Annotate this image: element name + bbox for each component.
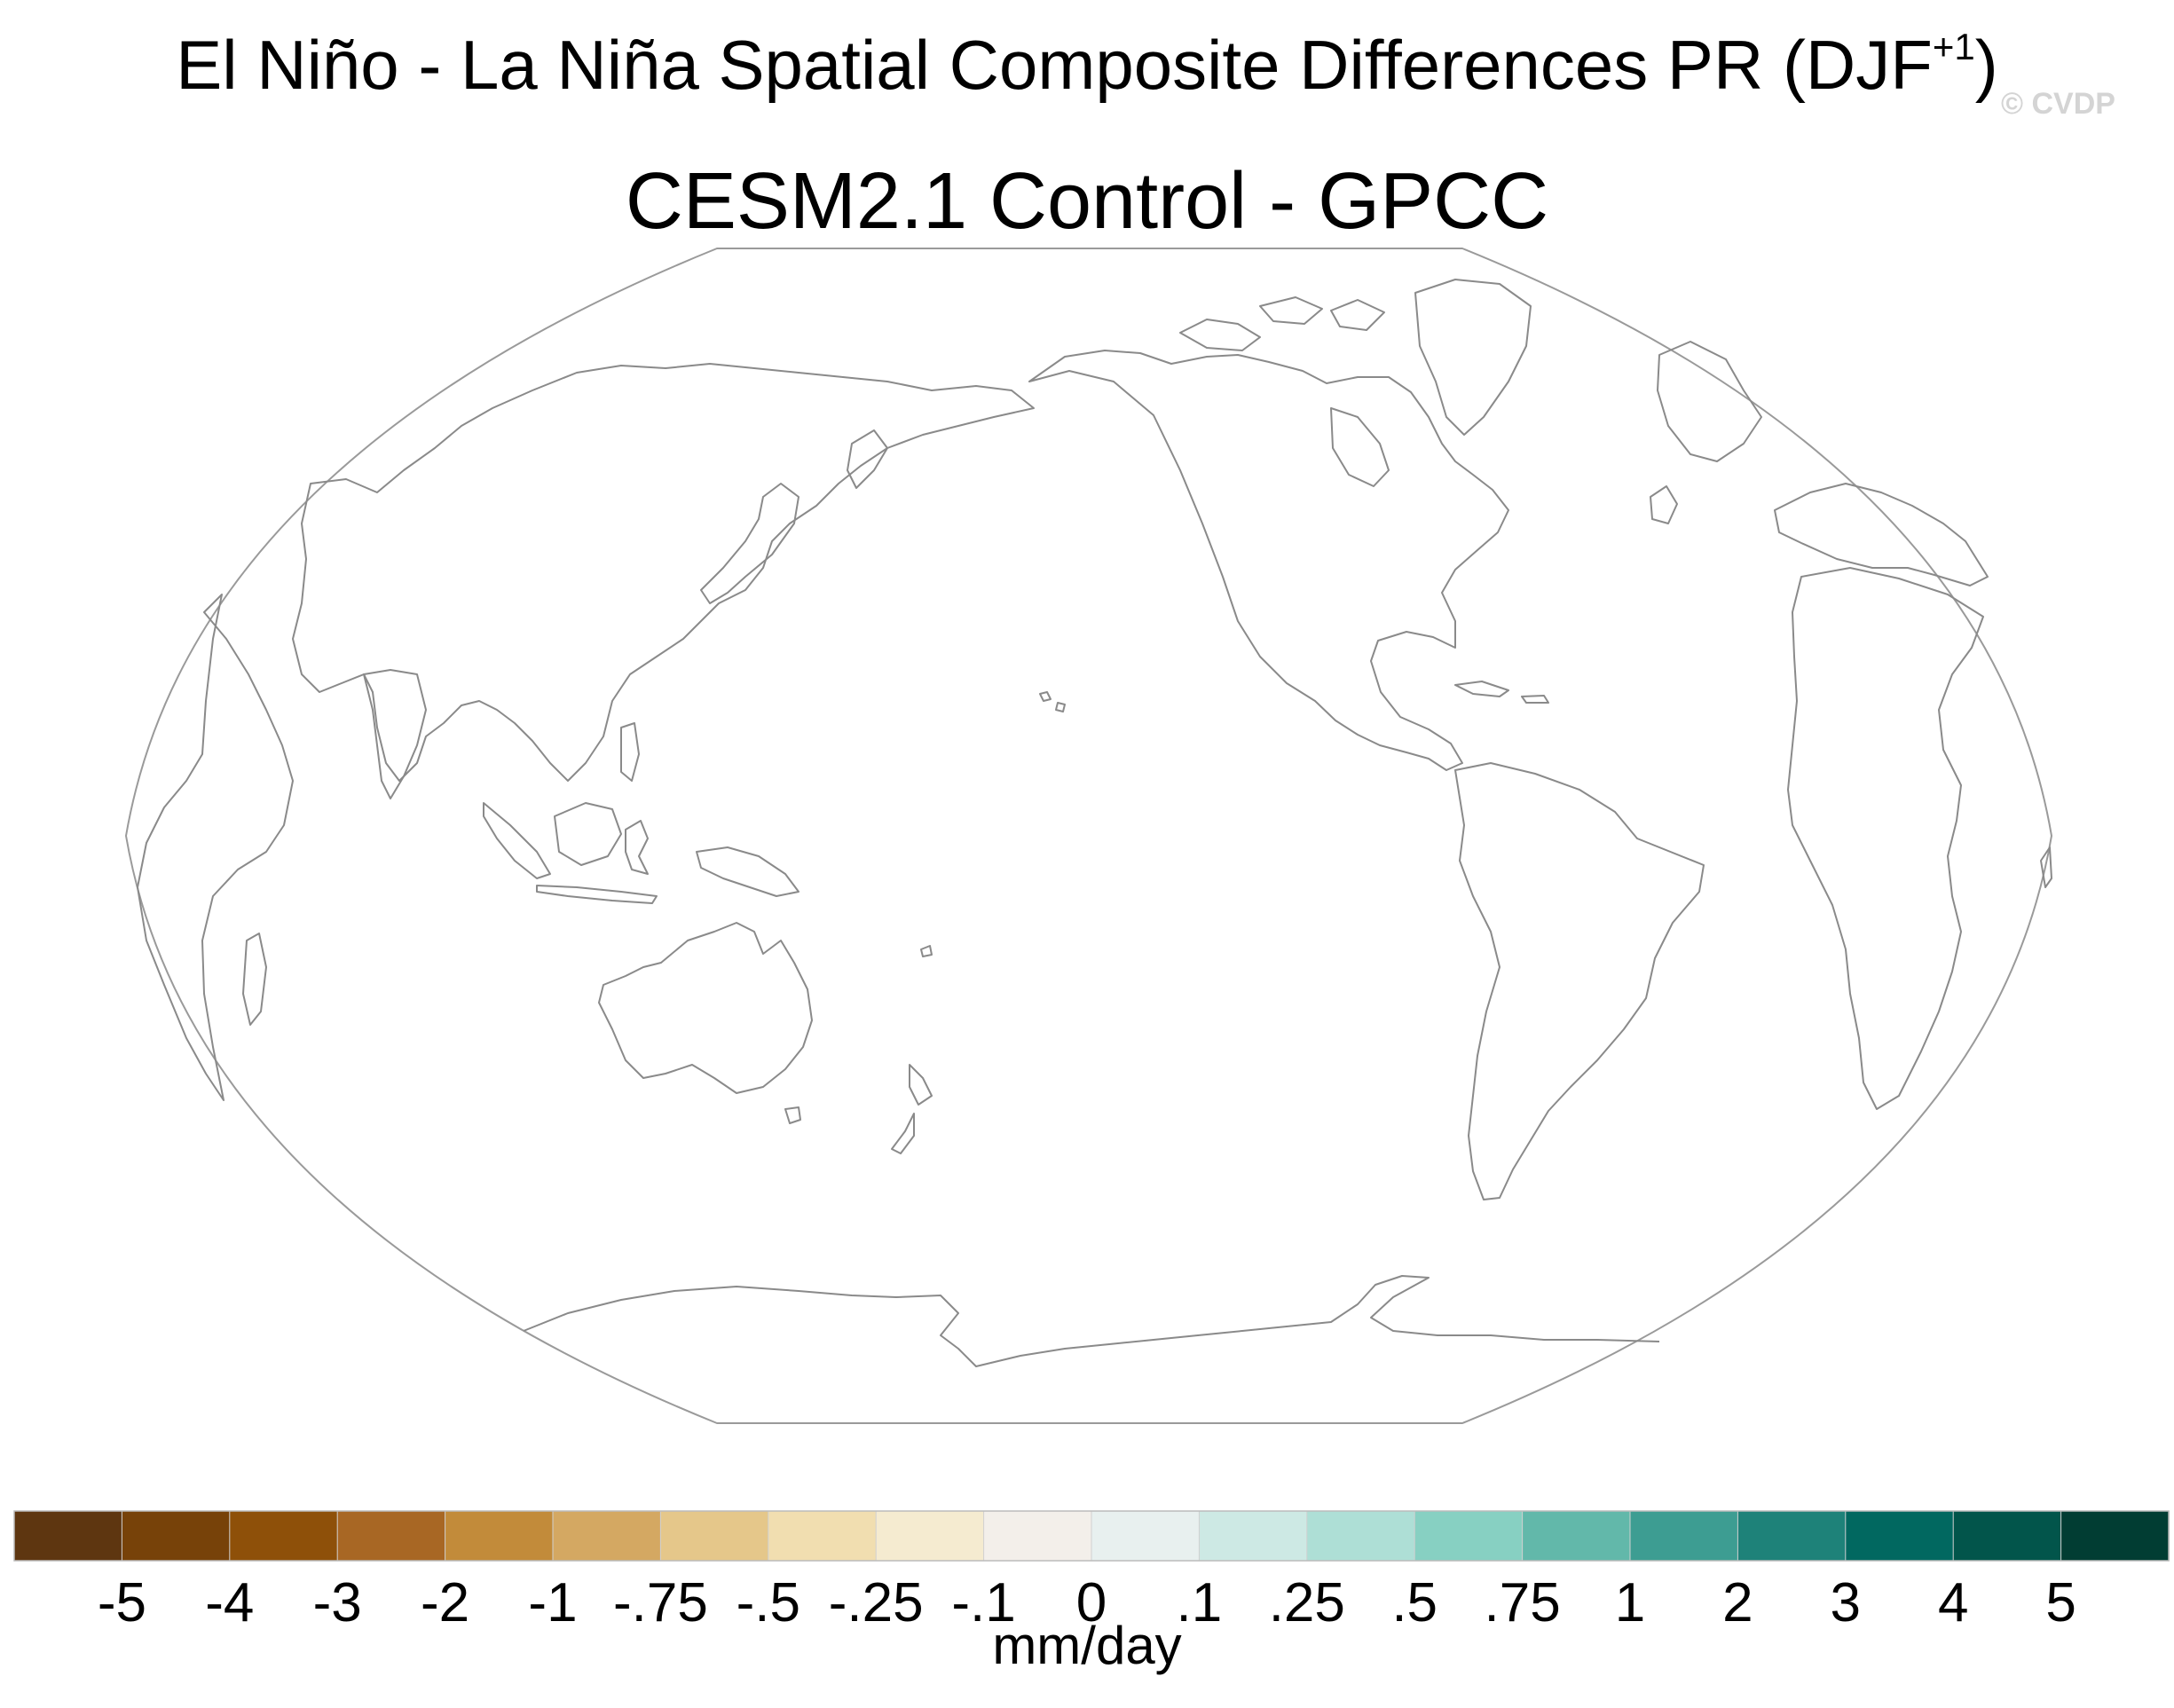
coastline-uk — [1650, 485, 1678, 524]
plot-title-text: El Niño - La Niña Spatial Composite Diff… — [176, 26, 1933, 104]
colorbar-swatch — [121, 1510, 231, 1562]
colorbar-swatch — [229, 1510, 339, 1562]
colorbar-tick-label: -.75 — [613, 1572, 708, 1633]
colorbar-tick-label: -1 — [528, 1572, 577, 1633]
colorbar-swatch — [336, 1510, 446, 1562]
colorbar-swatch — [13, 1510, 123, 1562]
colorbar-tick-label: .75 — [1484, 1572, 1560, 1633]
colorbar-swatch — [983, 1510, 1092, 1562]
colorbar-swatch — [552, 1510, 662, 1562]
coastline-madagascar — [242, 933, 267, 1026]
colorbar-swatch — [1414, 1510, 1524, 1562]
colorbar-units-label: mm/day — [992, 1616, 1182, 1675]
coastline-arctic-islands — [1179, 296, 1385, 351]
colorbar-tick-label: -4 — [205, 1572, 254, 1633]
colorbar-swatch — [875, 1510, 985, 1562]
coastline-north-america — [1028, 350, 1509, 771]
coastline-philippines — [620, 722, 640, 782]
plot-title: El Niño - La Niña Spatial Composite Diff… — [0, 25, 2174, 106]
coastline-fiji — [920, 945, 933, 957]
colorbar-tick-label: 2 — [1722, 1572, 1753, 1633]
coastline-africa-east — [1787, 567, 1984, 1110]
colorbar-tick-label: -.25 — [829, 1572, 924, 1633]
colorbar-tick-label: -2 — [421, 1572, 469, 1633]
colorbar-tick-label: 3 — [1831, 1572, 1861, 1633]
coastline-greenland — [1414, 279, 1532, 436]
coastline-africa-west — [137, 594, 294, 1101]
coastline-new-guinea — [696, 846, 799, 897]
coastline-india — [363, 669, 427, 799]
colorbar-swatch — [659, 1510, 769, 1562]
colorbar-swatch — [1845, 1510, 1955, 1562]
colorbar-tick-label: .1 — [1177, 1572, 1223, 1633]
colorbar-swatch — [1198, 1510, 1308, 1562]
colorbar-tick-label: 1 — [1615, 1572, 1645, 1633]
coastline-borneo — [554, 802, 622, 866]
coastline-hawaii — [1039, 691, 1066, 712]
plot-title-superscript: +1 — [1932, 26, 1975, 67]
colorbar-tick-label: .25 — [1269, 1572, 1345, 1633]
coastline-hudson-bay — [1330, 407, 1390, 487]
cvdp-watermark: © CVDP — [2001, 87, 2115, 121]
coastline-new-zealand — [891, 1064, 933, 1154]
plot-title-suffix: ) — [1974, 26, 1998, 104]
map-outline — [124, 248, 2053, 1424]
colorbar-swatch — [1629, 1510, 1739, 1562]
colorbar-tick-label: 5 — [2045, 1572, 2076, 1633]
coastline-asia — [292, 363, 1035, 782]
colorbar-swatch — [1737, 1510, 1847, 1562]
coastline-antarctica — [523, 1275, 1660, 1367]
colorbar-swatch — [1522, 1510, 1631, 1562]
coastline-south-america — [1454, 762, 1705, 1200]
colorbar-tick-label: .5 — [1391, 1572, 1438, 1633]
colorbar-swatch — [1952, 1510, 2062, 1562]
coastline-madagascar-east — [2040, 846, 2052, 888]
coastline-java — [536, 885, 658, 904]
colorbar-swatch — [768, 1510, 878, 1562]
coastline-australia — [598, 922, 813, 1094]
colorbar-swatch — [445, 1510, 555, 1562]
colorbar-tick-label: 0 — [1076, 1572, 1107, 1633]
colorbar-tick-label: -.5 — [736, 1572, 800, 1633]
coastline-japan — [700, 483, 799, 604]
coastline-caribbean — [1454, 681, 1549, 704]
coastline-tasmania — [784, 1106, 801, 1124]
colorbar-tick-label: -.1 — [951, 1572, 1015, 1633]
plot-subtitle: CESM2.1 Control - GPCC — [625, 157, 1549, 246]
coastline-kamchatka — [847, 429, 888, 489]
coastline-europe-west — [1657, 341, 1989, 586]
colorbar-swatch — [2060, 1510, 2170, 1562]
colorbar-tick-label: -5 — [98, 1572, 146, 1633]
colorbar-swatch — [1306, 1510, 1416, 1562]
colorbar-tick-label: -3 — [313, 1572, 362, 1633]
colorbar-tick-label: 4 — [1938, 1572, 1968, 1633]
coastline-sumatra — [483, 802, 551, 879]
colorbar-frame — [13, 1510, 2170, 1562]
colorbar-swatch — [1091, 1510, 1201, 1562]
coastline-sulawesi — [625, 820, 649, 875]
